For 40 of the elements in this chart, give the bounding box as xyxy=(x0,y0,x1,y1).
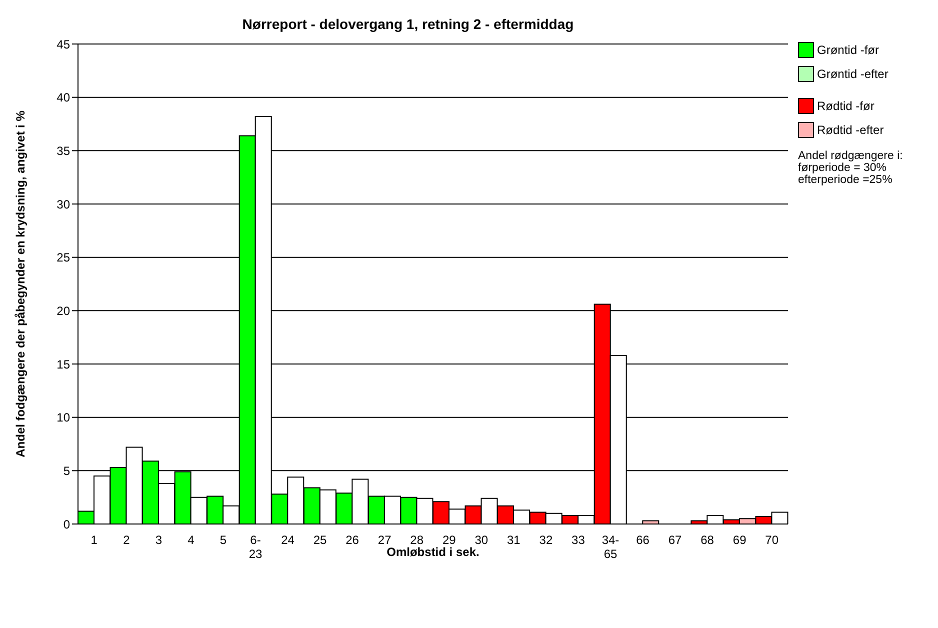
x-tick-label: 67 xyxy=(668,533,682,547)
x-tick-label: 32 xyxy=(539,533,553,547)
x-tick-label: 31 xyxy=(507,533,521,547)
y-tick-label: 10 xyxy=(56,410,70,425)
legend-label: Grøntid -efter xyxy=(817,67,888,81)
y-tick-label: 45 xyxy=(56,37,70,52)
legend-label: Rødtid -før xyxy=(817,99,874,113)
x-tick-label: 24 xyxy=(281,533,295,547)
legend-label: Rødtid -efter xyxy=(817,123,884,137)
y-tick-label: 0 xyxy=(63,517,70,532)
x-tick-label: 1 xyxy=(90,533,98,547)
y-tick-label: 30 xyxy=(56,197,70,212)
chart-title: Nørreport - delovergang 1, retning 2 - eftermiddag xyxy=(241,16,575,32)
x-tick-label: 3 xyxy=(155,533,162,547)
x-tick-label: 34-65 xyxy=(602,533,620,561)
x-tick-label: 29 xyxy=(442,533,456,547)
x-tick-label: 5 xyxy=(220,533,227,547)
y-tick-label: 35 xyxy=(56,144,70,158)
y-axis-title: Andel fodgængere der påbegynder en krydsning, angivet i % xyxy=(13,110,28,458)
x-tick-label: 70 xyxy=(765,533,779,547)
text: Andel rødgængere i: førperiode = 30% efterperiode =25% xyxy=(798,150,903,186)
x-tick-label: 33 xyxy=(572,533,586,547)
x-tick-label: 69 xyxy=(732,533,747,547)
x-tick-label: 6-23 xyxy=(248,533,262,561)
y-tick-label: 20 xyxy=(56,304,70,318)
legend-label: Grøntid -før xyxy=(817,43,879,57)
x-tick-label: 27 xyxy=(378,533,392,547)
x-tick-label: 30 xyxy=(474,533,488,547)
x-tick-label: 26 xyxy=(346,533,360,547)
x-axis-title: Omløbstid i sek. xyxy=(386,545,480,559)
x-tick-label: 66 xyxy=(636,533,650,547)
y-tick-label: 15 xyxy=(56,357,70,372)
x-tick-label: 28 xyxy=(410,533,424,547)
x-tick-label: 2 xyxy=(123,533,130,547)
x-tick-label: 4 xyxy=(188,533,195,547)
y-tick-label: 25 xyxy=(56,250,70,265)
x-tick-label: 25 xyxy=(313,533,328,547)
y-tick-label: 5 xyxy=(63,464,70,478)
x-tick-label: 68 xyxy=(700,533,714,547)
y-tick-label: 40 xyxy=(56,90,70,105)
